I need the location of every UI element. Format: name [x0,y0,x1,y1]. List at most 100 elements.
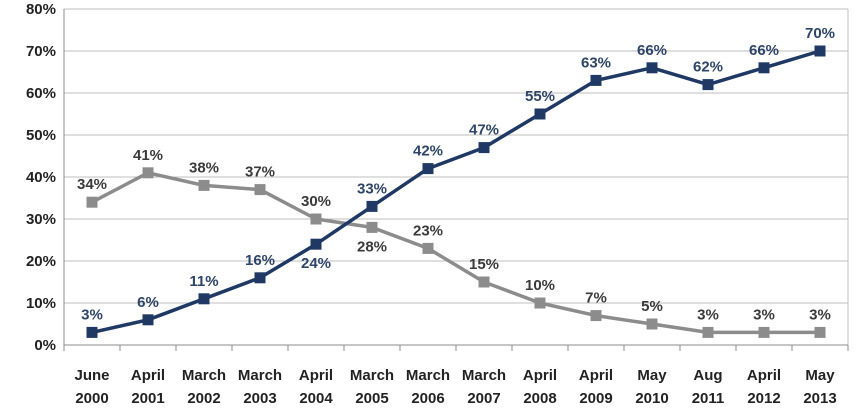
x-tick-label-year: 2000 [75,390,108,407]
data-label: 28% [357,238,387,255]
data-point [86,196,98,208]
x-tick-label-month: March [406,367,450,384]
x-tick-label-month: April [523,367,557,384]
series-points [86,45,826,338]
data-point [702,79,714,91]
x-tick-label-month: April [299,367,333,384]
data-label: 6% [137,294,159,311]
data-label: 70% [805,25,835,42]
data-point [198,179,210,191]
x-tick-label-month: May [805,367,835,384]
series-line-2 [91,171,820,335]
data-point [86,326,98,338]
data-point [478,276,490,288]
x-tick-label-year: 2001 [131,390,164,407]
data-label: 41% [133,147,163,164]
x-tick-label-month: March [182,367,226,384]
data-point [758,62,770,74]
grid-lines [64,8,848,304]
x-axis-tick-labels: June 2000 April 2001 March 2002 March 2003 April… [74,367,836,407]
x-tick-label-year: 2004 [299,390,333,407]
data-point [646,62,658,74]
data-point [310,238,322,250]
data-label: 23% [413,222,443,239]
data-label: 10% [525,277,555,294]
x-tick-label-month: Aug [693,367,722,384]
y-tick-label: 10% [26,295,56,312]
x-tick-label-month: June [74,367,109,384]
data-label: 33% [357,180,387,197]
data-label: 66% [637,42,667,59]
x-tick-label-year: 2012 [747,390,780,407]
data-label: 30% [301,193,331,210]
data-point [590,74,602,86]
x-tick-label-month: March [238,367,282,384]
data-point [814,326,826,338]
x-tick-label-year: 2008 [523,390,556,407]
data-point [478,142,490,154]
x-tick-label-month: April [747,367,781,384]
y-tick-label: 80% [26,1,56,18]
x-tick-label-year: 2009 [579,390,612,407]
axes [63,9,849,351]
data-label: 3% [697,306,719,323]
data-label: 62% [693,59,723,76]
data-point [310,213,322,225]
y-tick-label: 60% [26,85,56,102]
data-label: 66% [749,42,779,59]
data-point [758,326,770,338]
data-point [366,200,378,212]
series-lines [91,49,821,335]
data-label: 38% [189,159,219,176]
y-tick-label: 40% [26,169,56,186]
data-label: 15% [469,256,499,273]
data-point [366,221,378,233]
series-line-1 [91,49,821,335]
x-tick-label-year: 2007 [467,390,500,407]
data-label: 63% [581,54,611,71]
x-tick-label-month: March [462,367,506,384]
data-point [422,163,434,175]
x-tick-label-year: 2010 [635,390,668,407]
data-labels: 34% 41% 38% 37% 30% 28% 23% 15% 10% 7% 5% 3% 3% 3% 3% 6… [77,25,835,323]
data-point [254,272,266,284]
data-point [142,167,154,179]
data-label: 3% [81,306,103,323]
data-label: 34% [77,176,107,193]
data-point [702,326,714,338]
data-label: 3% [809,306,831,323]
data-point [198,293,210,305]
x-tick-label-year: 2005 [355,390,388,407]
x-tick-label-year: 2003 [243,390,276,407]
data-label: 47% [469,122,499,139]
x-tick-label-month: May [637,367,667,384]
data-point [422,242,434,254]
y-tick-label: 0% [34,337,56,354]
y-tick-label: 30% [26,211,56,228]
x-tick-label-year: 2013 [803,390,836,407]
data-point [590,310,602,322]
x-tick-label-month: April [131,367,165,384]
data-label: 42% [413,143,443,160]
data-label: 5% [641,298,663,315]
data-point [534,297,546,309]
data-label: 3% [753,306,775,323]
y-tick-label: 50% [26,127,56,144]
y-axis-tick-labels: 0% 10% 20% 30% 40% 50% 60% 70% 80% [26,1,56,354]
y-tick-label: 70% [26,43,56,60]
x-tick-label-year: 2002 [187,390,220,407]
x-tick-label-year: 2006 [411,390,444,407]
data-label: 16% [245,252,275,269]
x-tick-label-month: March [350,367,394,384]
data-point [814,45,826,57]
x-tick-label-year: 2011 [692,390,725,407]
data-label: 7% [585,290,607,307]
y-tick-label: 20% [26,253,56,270]
data-label: 55% [525,88,555,105]
data-point [142,314,154,326]
data-label: 11% [189,273,218,290]
data-label: 24% [301,255,331,272]
x-tick-label-month: April [579,367,613,384]
data-point [254,184,266,196]
